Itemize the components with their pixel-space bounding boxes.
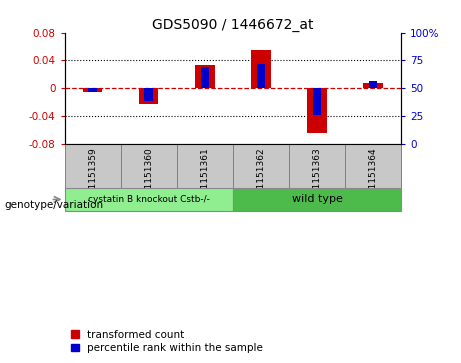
Text: GSM1151359: GSM1151359 <box>88 147 97 208</box>
Bar <box>257 64 265 88</box>
Title: GDS5090 / 1446672_at: GDS5090 / 1446672_at <box>152 18 313 32</box>
Bar <box>83 88 102 92</box>
Bar <box>144 88 153 101</box>
Bar <box>289 144 345 188</box>
Text: GSM1151360: GSM1151360 <box>144 147 153 208</box>
Text: cystatin B knockout Cstb-/-: cystatin B knockout Cstb-/- <box>88 195 210 204</box>
Text: wild type: wild type <box>291 195 343 204</box>
Bar <box>233 144 289 188</box>
Legend: transformed count, percentile rank within the sample: transformed count, percentile rank withi… <box>70 329 264 354</box>
Bar <box>177 144 233 188</box>
Text: genotype/variation: genotype/variation <box>5 200 104 210</box>
Bar <box>201 67 209 88</box>
Text: GSM1151363: GSM1151363 <box>313 147 321 208</box>
Bar <box>369 81 377 88</box>
Bar <box>363 83 383 88</box>
Bar <box>89 88 97 93</box>
Text: GSM1151364: GSM1151364 <box>368 147 378 208</box>
Text: GSM1151362: GSM1151362 <box>256 147 266 208</box>
Bar <box>233 188 401 211</box>
Text: GSM1151361: GSM1151361 <box>200 147 209 208</box>
Bar <box>139 88 159 103</box>
Bar <box>251 50 271 88</box>
Bar <box>195 65 214 88</box>
Bar <box>345 144 401 188</box>
Bar <box>65 144 121 188</box>
Bar <box>65 188 233 211</box>
Bar <box>313 88 321 115</box>
Bar <box>121 144 177 188</box>
Bar <box>307 88 327 134</box>
